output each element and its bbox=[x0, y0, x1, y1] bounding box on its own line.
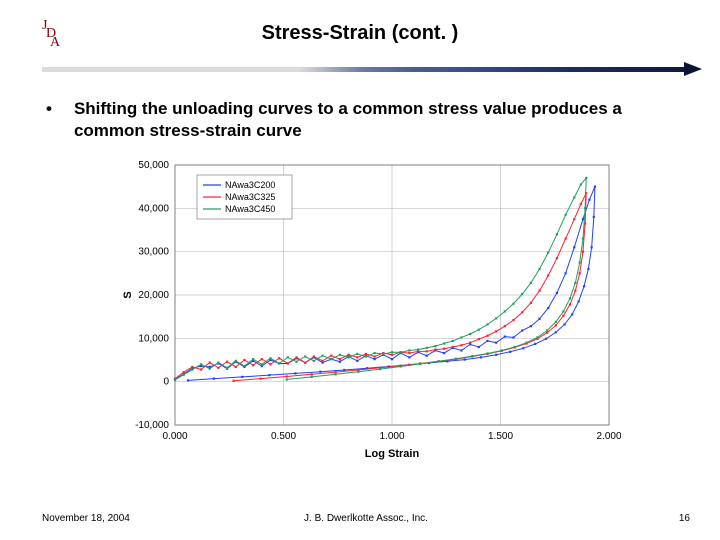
svg-text:50,000: 50,000 bbox=[138, 160, 169, 171]
svg-text:30,000: 30,000 bbox=[138, 247, 169, 258]
svg-text:0: 0 bbox=[163, 377, 169, 388]
svg-text:S: S bbox=[122, 291, 134, 298]
svg-text:NAwa3C450: NAwa3C450 bbox=[225, 204, 275, 214]
bullet-text: Shifting the unloading curves to a commo… bbox=[74, 98, 680, 142]
stress-strain-chart: -10,000 0 10,000 20,000 30,000 40,000 50,000 0.… bbox=[115, 155, 621, 463]
page-title: Stress-Strain (cont. ) bbox=[0, 22, 720, 45]
svg-text:10,000: 10,000 bbox=[138, 333, 169, 344]
svg-text:20,000: 20,000 bbox=[138, 290, 169, 301]
chart-svg: -10,000 0 10,000 20,000 30,000 40,000 50,000 0.… bbox=[115, 155, 621, 463]
svg-text:1.500: 1.500 bbox=[488, 431, 513, 442]
footer: November 18, 2004 J. B. Dwerlkotte Assoc… bbox=[42, 513, 690, 524]
svg-text:40,000: 40,000 bbox=[138, 203, 169, 214]
svg-text:-10,000: -10,000 bbox=[135, 420, 169, 431]
bullet-marker: • bbox=[46, 98, 52, 142]
svg-text:Log Strain: Log Strain bbox=[365, 448, 420, 460]
footer-page-number: 16 bbox=[679, 513, 690, 524]
divider-line bbox=[42, 67, 684, 72]
svg-text:NAwa3C325: NAwa3C325 bbox=[225, 192, 275, 202]
svg-text:0.500: 0.500 bbox=[271, 431, 296, 442]
svg-text:2.000: 2.000 bbox=[596, 431, 621, 442]
svg-text:1.000: 1.000 bbox=[379, 431, 404, 442]
footer-date: November 18, 2004 bbox=[42, 513, 130, 524]
footer-company: J. B. Dwerlkotte Assoc., Inc. bbox=[42, 513, 690, 524]
divider-arrow-icon bbox=[684, 62, 702, 76]
bullet-item: • Shifting the unloading curves to a com… bbox=[46, 98, 680, 142]
svg-text:NAwa3C200: NAwa3C200 bbox=[225, 180, 275, 190]
slide: J D A Stress-Strain (cont. ) • Shifting … bbox=[0, 0, 720, 540]
divider bbox=[42, 62, 702, 76]
svg-text:0.000: 0.000 bbox=[162, 431, 187, 442]
